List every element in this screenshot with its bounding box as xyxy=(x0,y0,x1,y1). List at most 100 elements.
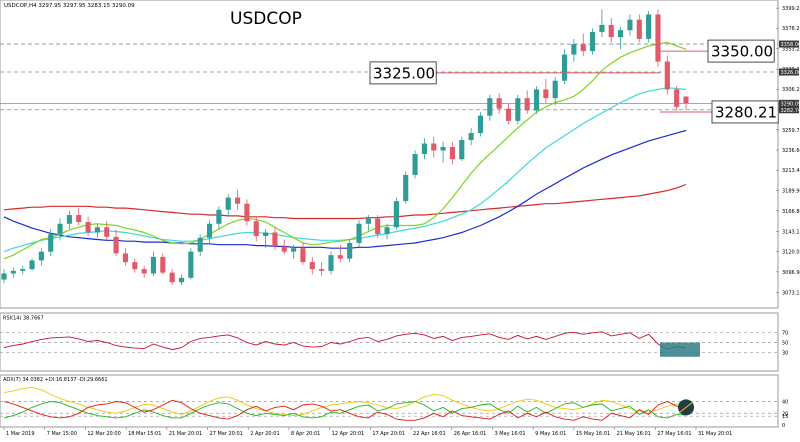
callout-label: 3325.00 xyxy=(373,64,435,82)
candle-body xyxy=(450,147,455,159)
time-tick-label: 21 Mar 20:01 xyxy=(169,431,202,437)
candle-body xyxy=(646,14,651,38)
price-tick-label: 3096.90 xyxy=(782,270,800,276)
candle-body xyxy=(179,278,184,282)
candle-body xyxy=(310,262,315,269)
candle-body xyxy=(590,32,595,51)
time-tick-label: 31 May 20:01 xyxy=(698,431,732,437)
candle-body xyxy=(515,98,520,121)
candle-body xyxy=(86,222,91,232)
candle-body xyxy=(506,109,511,121)
candle-body xyxy=(170,273,175,283)
candle-body xyxy=(263,232,268,235)
time-tick-label: 17 Apr 20:01 xyxy=(372,431,405,437)
candle-body xyxy=(123,253,128,262)
candle-body xyxy=(235,198,240,204)
candle-body xyxy=(95,227,100,232)
rsi-title: RSI(14) 38.7667 xyxy=(3,316,44,322)
candle-body xyxy=(39,252,44,261)
candle-body xyxy=(375,219,380,235)
candle-body xyxy=(543,89,548,98)
candle-body xyxy=(57,224,62,234)
indicator-tick-label: 30 xyxy=(782,351,788,357)
candle-body xyxy=(487,98,492,115)
candle-body xyxy=(609,25,614,37)
candle-body xyxy=(29,260,34,269)
rsi-highlight-box xyxy=(660,343,700,357)
candle-body xyxy=(469,133,474,140)
time-tick-label: 8 Apr 20:01 xyxy=(291,431,320,437)
candle-body xyxy=(599,25,604,32)
indicator-tick-label: 70 xyxy=(782,330,788,336)
candle-body xyxy=(20,269,25,271)
price-tag: 3358.06 xyxy=(781,42,800,48)
candle-body xyxy=(142,269,147,273)
candle-body xyxy=(422,144,427,154)
price-tick-label: 3189.90 xyxy=(782,189,800,195)
time-tick-label: 12 Mar 20:00 xyxy=(87,431,120,437)
candle-body xyxy=(254,221,259,236)
time-axis: 1 Mar 2019 7 Mar 15:00 12 Mar 20:00 18 Mar … xyxy=(4,427,732,437)
indicator-tick-label: 50 xyxy=(782,341,788,347)
candle-body xyxy=(562,55,567,81)
symbol-info: USDCOP,H4 3297.95 3297.95 3283.15 3290.0… xyxy=(4,3,135,9)
adx-title: ADX(7) 34.0382 +DI:16.8137 -DI:29.6661 xyxy=(3,377,108,383)
candle-body xyxy=(384,227,389,234)
candle-body xyxy=(48,234,53,251)
candle-body xyxy=(431,144,436,151)
candle-body xyxy=(328,255,333,271)
callout-label: 3350.00 xyxy=(711,43,773,61)
candle-body xyxy=(11,271,16,274)
candle-body xyxy=(412,154,417,175)
candle-body xyxy=(226,198,231,210)
candle-body xyxy=(356,224,361,243)
price-tick-label: 3376.25 xyxy=(782,26,800,32)
price-tick-label: 3120.05 xyxy=(782,250,800,256)
candle-body xyxy=(618,30,623,37)
candle-body xyxy=(571,44,576,54)
indicator-tick-label: 0 xyxy=(782,423,785,429)
candle-body xyxy=(366,219,371,224)
price-tick-label: 3143.15 xyxy=(782,229,800,235)
time-tick-label: 27 May 16:01 xyxy=(657,431,691,437)
time-tick-label: 21 May 16:01 xyxy=(617,431,651,437)
price-tick-label: 3213.45 xyxy=(782,168,800,174)
candle-body xyxy=(132,262,137,269)
time-tick-label: 15 May 16:01 xyxy=(576,431,610,437)
candle-body xyxy=(207,224,212,238)
candle-body xyxy=(114,237,119,254)
time-tick-label: 1 Mar 2019 xyxy=(6,431,35,437)
time-tick-label: 2 Apr 20:01 xyxy=(250,431,279,437)
price-tick-label: 3166.80 xyxy=(782,209,800,215)
candle-body xyxy=(497,98,502,108)
candle-body xyxy=(67,215,72,224)
candle-body xyxy=(319,269,324,271)
time-tick-label: 18 Mar 15:01 xyxy=(128,431,161,437)
price-tick-label: 3236.60 xyxy=(782,148,800,154)
indicator-tick-label: 15 xyxy=(782,414,788,420)
candle-body xyxy=(459,140,464,159)
candle-body xyxy=(553,81,558,98)
candle-body xyxy=(198,238,203,252)
time-tick-label: 7 Mar 15:00 xyxy=(47,431,77,437)
indicator-tick-label: 40 xyxy=(782,400,788,406)
candle-body xyxy=(272,232,277,246)
candle-body xyxy=(291,248,296,251)
time-tick-label: 22 Apr 16:01 xyxy=(413,431,446,437)
price-tick-label: 3259.75 xyxy=(782,128,800,134)
candle-body xyxy=(655,14,660,61)
candle-body xyxy=(674,89,679,106)
candle-body xyxy=(188,252,193,278)
candle-body xyxy=(394,201,399,227)
callout-label: 3280.21 xyxy=(715,103,777,121)
candle-body xyxy=(403,175,408,201)
candle-body xyxy=(347,243,352,259)
price-tick-label: 3306.25 xyxy=(782,87,800,93)
candle-body xyxy=(441,147,446,150)
time-tick-label: 27 Mar 20:01 xyxy=(210,431,243,437)
candle-body xyxy=(683,96,688,103)
candle-body xyxy=(637,20,642,39)
price-tag: 3326.00 xyxy=(781,70,800,76)
time-tick-label: 26 Apr 16:01 xyxy=(454,431,487,437)
